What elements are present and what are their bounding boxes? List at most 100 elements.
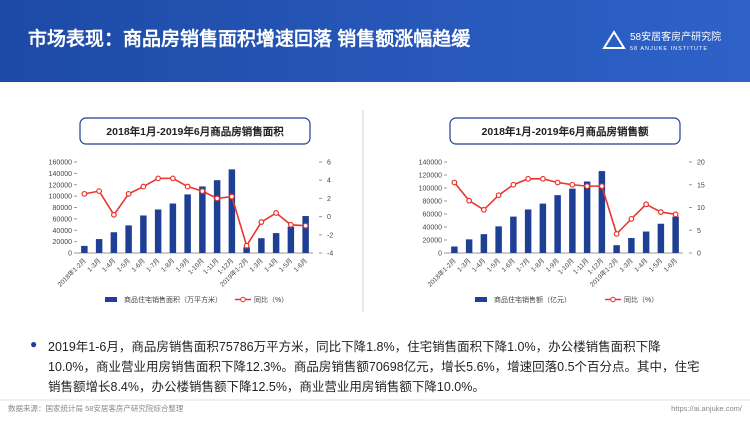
x-tick-label: 1-4月 (470, 257, 487, 274)
line-point (155, 175, 162, 182)
line-point (657, 209, 664, 215)
bar (672, 216, 679, 253)
x-tick-label: 1-5月 (485, 257, 502, 274)
bar (569, 188, 576, 253)
bar (169, 203, 177, 253)
bar (228, 169, 236, 253)
footer-source: 数据来源：国家统计局 58安居客房产研究院综合整理 (8, 403, 184, 413)
y2-tick-label: -4 (327, 251, 333, 258)
legend-label: 商品住宅销售额（亿元） (494, 295, 571, 304)
line-point (466, 197, 473, 204)
bar (81, 245, 88, 253)
bar (539, 203, 547, 253)
bar (495, 226, 502, 253)
line-point (672, 211, 679, 218)
y-tick-label: 40000 (423, 225, 443, 232)
bar (583, 181, 591, 253)
bar (199, 186, 206, 253)
bar (451, 246, 458, 253)
y-tick-label: 120000 (419, 173, 442, 180)
x-tick-label: 1-3月 (86, 257, 103, 274)
line-point (584, 183, 591, 190)
bar (642, 231, 650, 253)
y2-tick-label: -2 (327, 232, 333, 239)
line-point (613, 230, 620, 237)
bar (480, 234, 488, 253)
bar (154, 209, 162, 253)
x-tick-label: 1-5月 (277, 257, 294, 274)
line-point (228, 193, 235, 200)
x-tick-label: 1-5月 (115, 257, 132, 274)
line-point (96, 188, 103, 195)
bar (628, 238, 635, 253)
x-tick-label: 1-5月 (647, 257, 664, 274)
line-point (169, 175, 176, 182)
line-point (184, 183, 191, 190)
y-tick-label: 80000 (53, 205, 73, 212)
chart-title-box (449, 117, 681, 145)
legend-swatch (105, 297, 117, 302)
y-tick-label: 140000 (419, 160, 442, 167)
line (453, 178, 676, 236)
bar (524, 209, 532, 253)
y2-tick-label: 6 (327, 160, 331, 167)
y-tick-label: 100000 (49, 194, 72, 201)
x-tick-label: 1-8月 (529, 257, 546, 274)
line-point (214, 195, 221, 202)
bar (465, 239, 473, 253)
x-tick-label: 1-8月 (159, 257, 176, 274)
x-tick-label: 1-6月 (292, 257, 309, 274)
line-point (554, 179, 561, 186)
legend-label: 商品住宅销售面积（万平方米） (124, 295, 222, 304)
y-tick-label: 20000 (53, 239, 73, 246)
bar (272, 233, 280, 253)
footer-url: https://ai.anjuke.com/ (671, 404, 743, 413)
chart-title-box (79, 117, 311, 145)
line-point (140, 183, 147, 190)
y-tick-label: 160000 (49, 160, 72, 167)
line-point (273, 210, 280, 216)
line-point (258, 219, 265, 225)
bar (510, 216, 517, 253)
chart-title: 2018年1月-2019年6月商品房销售额 (482, 125, 649, 138)
y2-tick-label: 0 (697, 251, 701, 258)
y-tick-label: 120000 (49, 182, 72, 189)
y-tick-label: 60000 (423, 212, 443, 219)
y2-tick-label: 20 (697, 160, 705, 167)
line-point (302, 222, 309, 229)
header-band (0, 0, 750, 82)
y2-tick-label: 10 (697, 205, 705, 212)
line-point (643, 201, 650, 208)
y2-tick-label: 0 (327, 214, 331, 221)
x-tick-label: 1-7月 (515, 257, 532, 274)
y2-tick-label: 4 (327, 178, 331, 185)
line-point (287, 221, 294, 228)
bar (613, 245, 620, 253)
line-point (598, 183, 605, 190)
line-point (495, 192, 502, 199)
x-tick-label: 1-6月 (662, 257, 679, 274)
x-tick-label: 1-4月 (100, 257, 117, 274)
bar (598, 171, 606, 253)
line-point (510, 181, 517, 188)
bar (213, 180, 221, 253)
x-tick-label: 1-3月 (248, 257, 265, 274)
bar (302, 216, 309, 253)
line-point (199, 188, 206, 195)
chart-title: 2018年1月-2019年6月商品房销售面积 (106, 125, 284, 138)
y2-tick-label: 5 (697, 228, 701, 235)
x-tick-label: 1-7月 (145, 257, 162, 274)
bar (243, 247, 250, 253)
legend-label: 同比（%） (624, 295, 658, 304)
line-point (569, 181, 576, 188)
line-point (539, 175, 546, 182)
y-tick-label: 140000 (49, 171, 72, 178)
y2-tick-label: 15 (697, 182, 705, 189)
x-tick-label: 2018年1-2月 (425, 256, 457, 288)
logo-icon (602, 30, 626, 49)
y-tick-label: 20000 (423, 238, 443, 245)
line-point (110, 211, 117, 218)
x-tick-label: 1-10月 (556, 257, 575, 276)
